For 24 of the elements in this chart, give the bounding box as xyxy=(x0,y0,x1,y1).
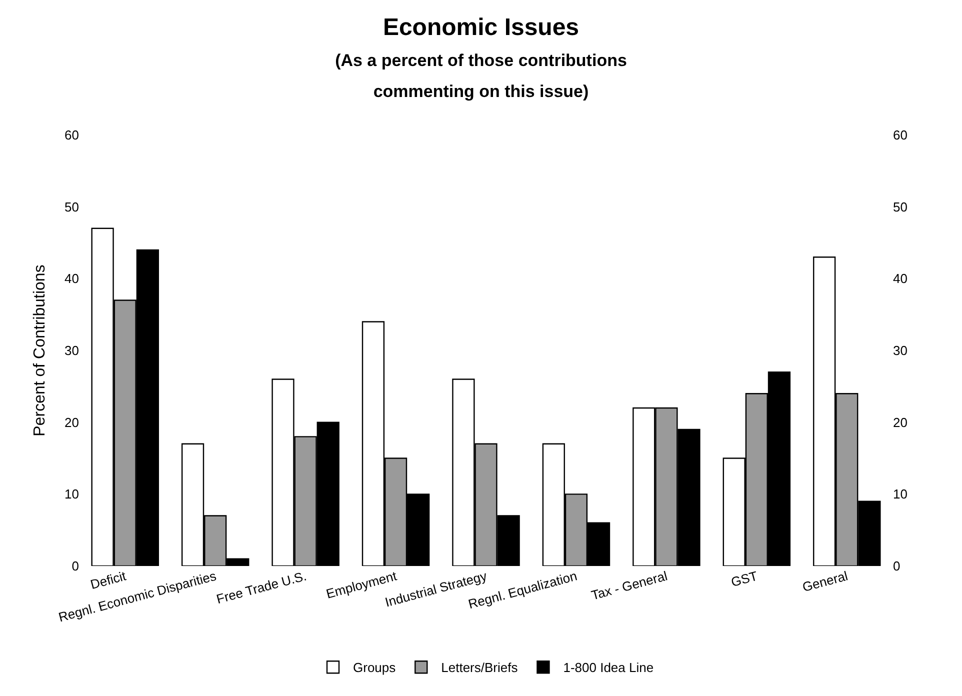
x-tick-label: Tax - General xyxy=(590,568,669,603)
x-tick-label: General xyxy=(800,568,850,595)
y-tick-label: 10 xyxy=(64,486,79,502)
y2-tick-label: 0 xyxy=(893,558,900,574)
y-tick-label: 40 xyxy=(64,271,79,286)
y-tick-label: 30 xyxy=(64,343,79,358)
x-tick-label: GST xyxy=(729,568,760,590)
y-tick-label: 60 xyxy=(64,128,79,143)
chart-subtitle: (As a percent of those contributions commenting on this issue) xyxy=(335,51,627,102)
legend-label: Letters/Briefs xyxy=(441,660,518,676)
x-tick-label: Deficit xyxy=(88,568,128,592)
legend-label: 1-800 Idea Line xyxy=(563,660,654,676)
y2-tick-label: 60 xyxy=(893,128,908,143)
y2-tick-label: 20 xyxy=(893,414,908,430)
y-axis-title: Percent of Contributions xyxy=(31,264,48,436)
y-tick-label: 20 xyxy=(64,414,79,430)
legend-label: Groups xyxy=(353,660,396,676)
chart-title: Economic Issues xyxy=(382,14,580,41)
y2-tick-label: 30 xyxy=(893,343,908,358)
y-tick-label: 50 xyxy=(64,199,79,214)
y2-tick-label: 40 xyxy=(893,271,908,286)
y-tick-label: 0 xyxy=(72,558,79,574)
y2-tick-label: 50 xyxy=(893,199,908,214)
y2-tick-label: 10 xyxy=(893,486,908,502)
